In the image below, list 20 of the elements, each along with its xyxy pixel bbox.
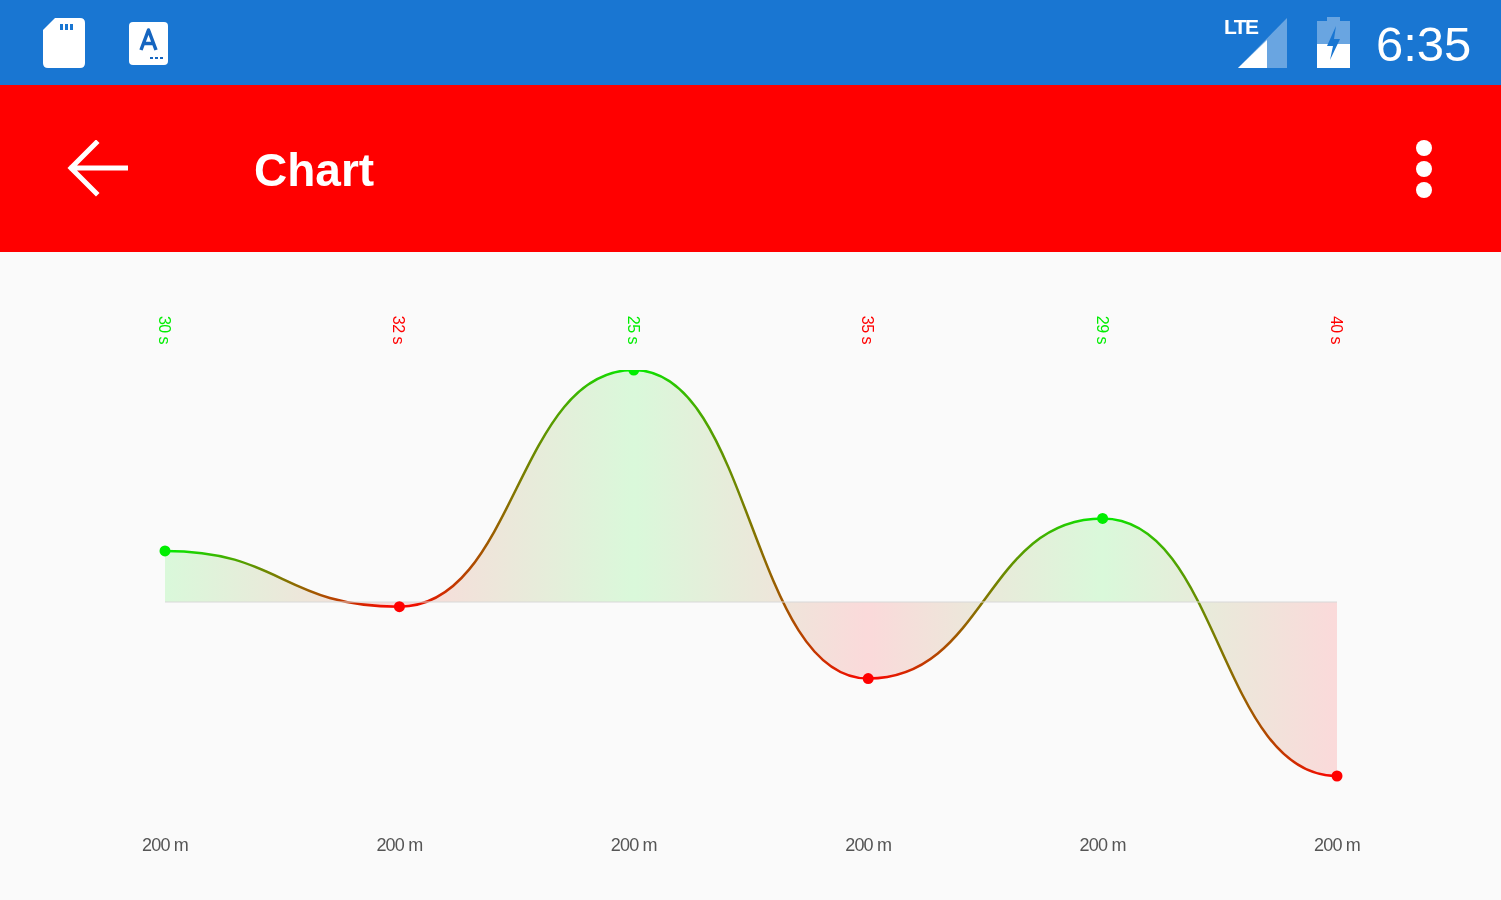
x-tick-label: 200 m [610,835,657,855]
text: 30 s [156,315,174,345]
text: 32 s [390,315,408,345]
point [1097,512,1109,524]
x-tick-label: 200 m [141,835,189,855]
point [862,673,874,685]
text: 6:35 [1376,17,1472,71]
x-tick-label: 200 m [376,835,423,855]
point [393,601,405,613]
text: 40 s [1328,315,1346,345]
x-tick-label: 200 m [1313,835,1361,855]
x-tick-label: 200 m [845,835,892,855]
text: 29 s [1094,315,1112,345]
text: LTE [1224,15,1258,38]
text: 35 s [859,315,877,345]
point [159,545,171,557]
text: 25 s [625,315,643,345]
chart-title: Chart [254,144,375,196]
x-tick-label: 200 m [1079,835,1126,855]
point [1331,770,1343,782]
